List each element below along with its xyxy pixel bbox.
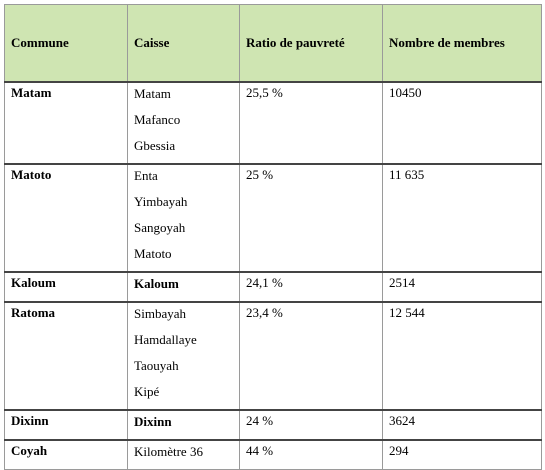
caisse-item: Yimbayah bbox=[134, 194, 188, 209]
header-ratio: Ratio de pauvreté bbox=[239, 4, 383, 83]
caisse-item: Kaloum bbox=[134, 276, 179, 291]
caisse-item: Hamdallaye bbox=[134, 332, 197, 347]
membres-cell: 10450 bbox=[382, 81, 542, 165]
caisse-item: Sangoyah bbox=[134, 220, 186, 235]
caisse-item: Enta bbox=[134, 168, 158, 183]
commune-cell: Kaloum bbox=[4, 271, 128, 303]
table-header: Commune Caisse Ratio de pauvreté Nombre … bbox=[4, 4, 542, 83]
ratio-cell: 25,5 % bbox=[239, 81, 383, 165]
table-body: Matam Matam Mafanco Gbessia 25,5 % 10450… bbox=[4, 81, 542, 470]
caisse-cell: Enta Yimbayah Sangoyah Matoto bbox=[127, 163, 240, 273]
caisse-item: Matam bbox=[134, 86, 171, 101]
commune-cell: Matam bbox=[4, 81, 128, 165]
caisse-cell: Simbayah Hamdallaye Taouyah Kipé bbox=[127, 301, 240, 411]
commune-table: Commune Caisse Ratio de pauvreté Nombre … bbox=[4, 4, 542, 470]
caisse-item: Taouyah bbox=[134, 358, 179, 373]
table-row: Dixinn Dixinn 24 % 3624 bbox=[4, 409, 542, 441]
caisse-cell: Kilomètre 36 bbox=[127, 439, 240, 470]
commune-cell: Ratoma bbox=[4, 301, 128, 411]
table-row: Kaloum Kaloum 24,1 % 2514 bbox=[4, 271, 542, 303]
caisse-item: Kilomètre 36 bbox=[134, 444, 203, 459]
table-row: Coyah Kilomètre 36 44 % 294 bbox=[4, 439, 542, 470]
caisse-cell: Dixinn bbox=[127, 409, 240, 441]
membres-cell: 12 544 bbox=[382, 301, 542, 411]
ratio-cell: 23,4 % bbox=[239, 301, 383, 411]
commune-cell: Dixinn bbox=[4, 409, 128, 441]
membres-cell: 2514 bbox=[382, 271, 542, 303]
caisse-item: Gbessia bbox=[134, 138, 176, 153]
ratio-cell: 24 % bbox=[239, 409, 383, 441]
header-row: Commune Caisse Ratio de pauvreté Nombre … bbox=[4, 4, 542, 83]
caisse-item: Matoto bbox=[134, 246, 172, 261]
caisse-item: Dixinn bbox=[134, 414, 172, 429]
ratio-cell: 25 % bbox=[239, 163, 383, 273]
ratio-cell: 44 % bbox=[239, 439, 383, 470]
caisse-cell: Kaloum bbox=[127, 271, 240, 303]
header-membres: Nombre de membres bbox=[382, 4, 542, 83]
header-caisse: Caisse bbox=[127, 4, 240, 83]
caisse-item: Simbayah bbox=[134, 306, 186, 321]
table-row: Matoto Enta Yimbayah Sangoyah Matoto 25 … bbox=[4, 163, 542, 273]
commune-cell: Matoto bbox=[4, 163, 128, 273]
membres-cell: 3624 bbox=[382, 409, 542, 441]
caisse-item: Mafanco bbox=[134, 112, 181, 127]
ratio-cell: 24,1 % bbox=[239, 271, 383, 303]
header-commune: Commune bbox=[4, 4, 128, 83]
commune-cell: Coyah bbox=[4, 439, 128, 470]
table-row: Matam Matam Mafanco Gbessia 25,5 % 10450 bbox=[4, 81, 542, 165]
table-row: Ratoma Simbayah Hamdallaye Taouyah Kipé … bbox=[4, 301, 542, 411]
caisse-item: Kipé bbox=[134, 384, 160, 399]
membres-cell: 294 bbox=[382, 439, 542, 470]
membres-cell: 11 635 bbox=[382, 163, 542, 273]
caisse-cell: Matam Mafanco Gbessia bbox=[127, 81, 240, 165]
